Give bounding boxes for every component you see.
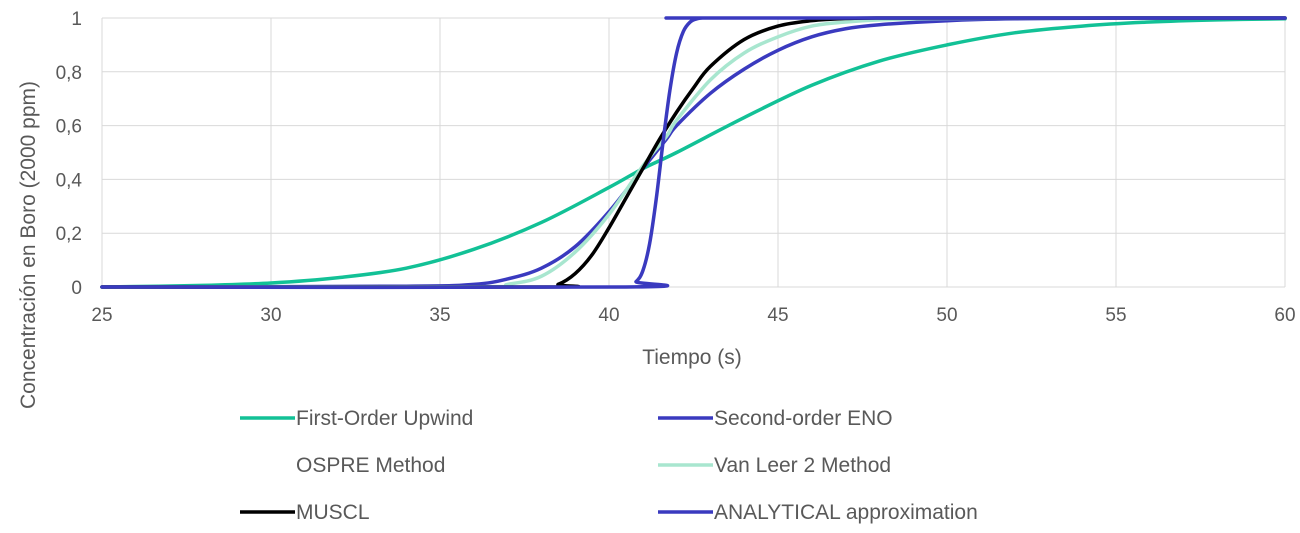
y-axis-title: Concentración en Boro (2000 ppm) bbox=[17, 81, 40, 409]
x-axis-ticks: 25 30 35 40 45 50 55 60 bbox=[91, 305, 1295, 326]
series-line-3 bbox=[100, 16, 1287, 289]
x-tick-label: 40 bbox=[598, 305, 619, 326]
legend-label-3: Van Leer 2 Method bbox=[714, 454, 891, 477]
x-tick-label: 45 bbox=[767, 305, 788, 326]
legend-label-4: MUSCL bbox=[296, 501, 370, 524]
y-axis-ticks: 0 0,2 0,4 0,6 0,8 1 bbox=[56, 9, 83, 299]
legend-label-1: Second-order ENO bbox=[714, 407, 893, 430]
x-tick-label: 30 bbox=[260, 305, 281, 326]
x-axis-title: Tiempo (s) bbox=[642, 346, 742, 369]
series-line-4 bbox=[100, 16, 1287, 289]
x-tick-label: 60 bbox=[1274, 305, 1295, 326]
series-line-5 bbox=[100, 16, 1287, 290]
y-tick-label: 0,6 bbox=[56, 117, 82, 138]
y-tick-label: 0,2 bbox=[56, 224, 82, 245]
y-tick-label: 0,8 bbox=[56, 63, 82, 84]
x-tick-label: 35 bbox=[429, 305, 450, 326]
x-tick-label: 55 bbox=[1105, 305, 1126, 326]
y-tick-label: 0,4 bbox=[56, 170, 83, 191]
x-tick-label: 25 bbox=[91, 305, 112, 326]
legend-label-5: ANALYTICAL approximation bbox=[714, 501, 978, 524]
series-line-0 bbox=[100, 17, 1287, 289]
grid bbox=[101, 17, 1286, 288]
x-tick-label: 50 bbox=[936, 305, 957, 326]
legend: First-Order Upwind Second-order ENO OSPRE … bbox=[240, 407, 978, 524]
series-lines bbox=[100, 16, 1287, 290]
legend-label-2: OSPRE Method bbox=[296, 454, 445, 477]
y-tick-label: 0 bbox=[71, 278, 82, 299]
series-line-1 bbox=[100, 16, 1287, 289]
y-tick-label: 1 bbox=[71, 9, 82, 30]
legend-label-0: First-Order Upwind bbox=[296, 407, 473, 430]
